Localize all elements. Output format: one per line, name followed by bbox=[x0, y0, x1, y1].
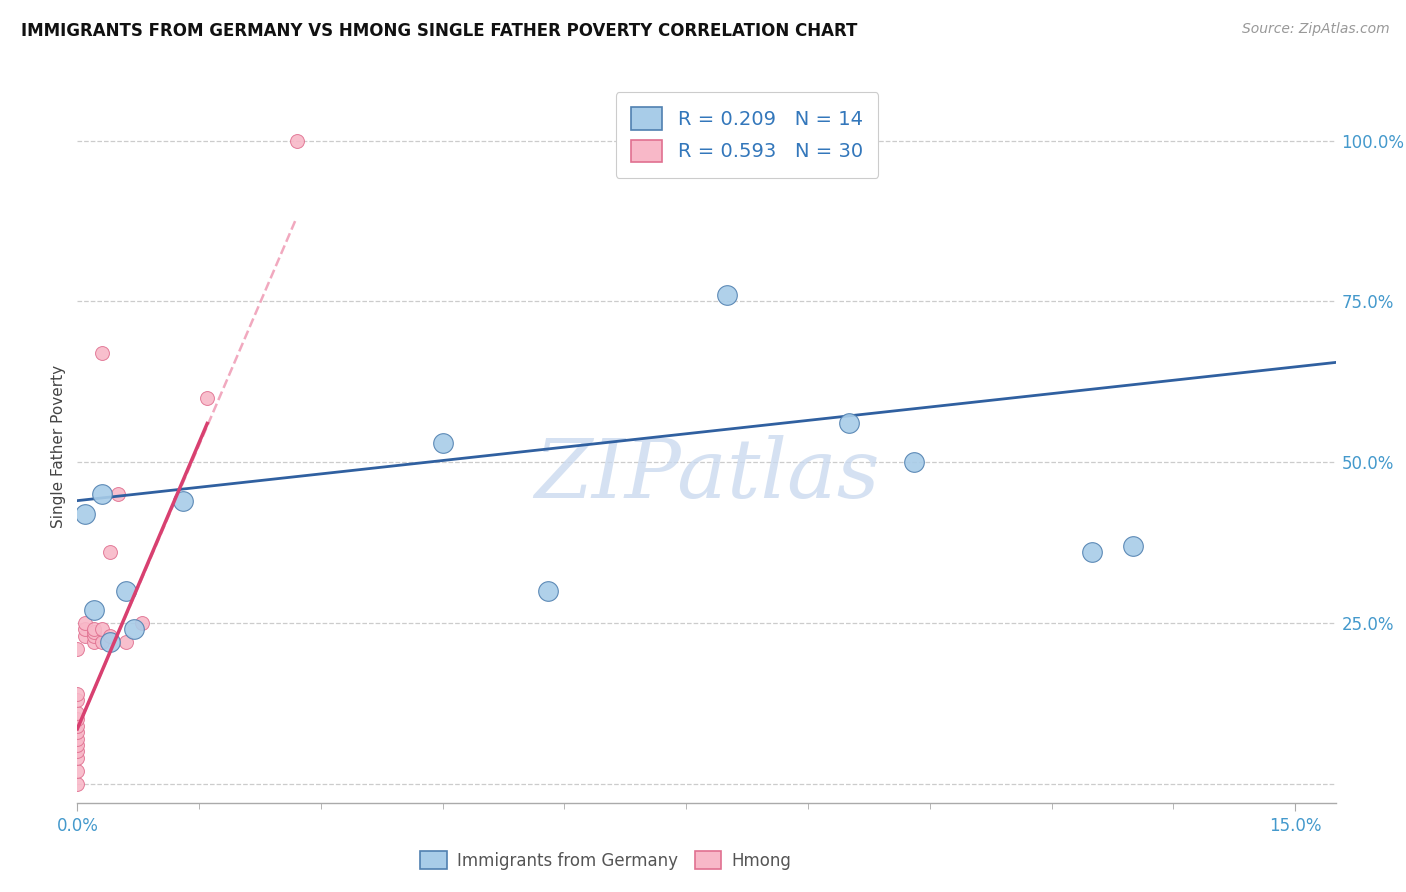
Point bbox=[66, 751, 89, 765]
Point bbox=[172, 493, 194, 508]
Point bbox=[66, 712, 89, 726]
Point bbox=[66, 725, 89, 739]
Point bbox=[75, 629, 97, 643]
Point bbox=[432, 435, 454, 450]
Point bbox=[66, 706, 89, 720]
Point bbox=[90, 622, 112, 636]
Point bbox=[75, 615, 97, 630]
Point bbox=[66, 693, 89, 707]
Point bbox=[98, 635, 121, 649]
Point bbox=[66, 738, 89, 752]
Point bbox=[122, 622, 145, 636]
Point bbox=[98, 545, 121, 559]
Point bbox=[66, 764, 89, 778]
Point bbox=[75, 622, 97, 636]
Point bbox=[83, 622, 105, 636]
Point bbox=[83, 635, 105, 649]
Point bbox=[195, 391, 218, 405]
Point bbox=[537, 583, 560, 598]
Point bbox=[66, 641, 89, 656]
Point bbox=[903, 455, 925, 469]
Point bbox=[66, 731, 89, 746]
Point bbox=[66, 744, 89, 758]
Point bbox=[90, 635, 112, 649]
Point bbox=[90, 345, 112, 359]
Point bbox=[83, 625, 105, 640]
Point bbox=[716, 288, 738, 302]
Point bbox=[115, 635, 138, 649]
Point bbox=[107, 487, 129, 501]
Point bbox=[98, 629, 121, 643]
Text: Source: ZipAtlas.com: Source: ZipAtlas.com bbox=[1241, 22, 1389, 37]
Point bbox=[1122, 539, 1144, 553]
Y-axis label: Single Father Poverty: Single Father Poverty bbox=[51, 365, 66, 527]
Legend: Immigrants from Germany, Hmong: Immigrants from Germany, Hmong bbox=[413, 845, 799, 877]
Point bbox=[90, 487, 112, 501]
Point bbox=[838, 417, 860, 431]
Point bbox=[83, 629, 105, 643]
Point bbox=[66, 686, 89, 700]
Point bbox=[66, 719, 89, 733]
Point bbox=[285, 134, 308, 148]
Point bbox=[1081, 545, 1104, 559]
Point bbox=[131, 615, 153, 630]
Point bbox=[75, 507, 97, 521]
Text: ZIPatlas: ZIPatlas bbox=[534, 434, 879, 515]
Point bbox=[66, 776, 89, 790]
Point bbox=[115, 583, 138, 598]
Point bbox=[83, 603, 105, 617]
Text: IMMIGRANTS FROM GERMANY VS HMONG SINGLE FATHER POVERTY CORRELATION CHART: IMMIGRANTS FROM GERMANY VS HMONG SINGLE … bbox=[21, 22, 858, 40]
